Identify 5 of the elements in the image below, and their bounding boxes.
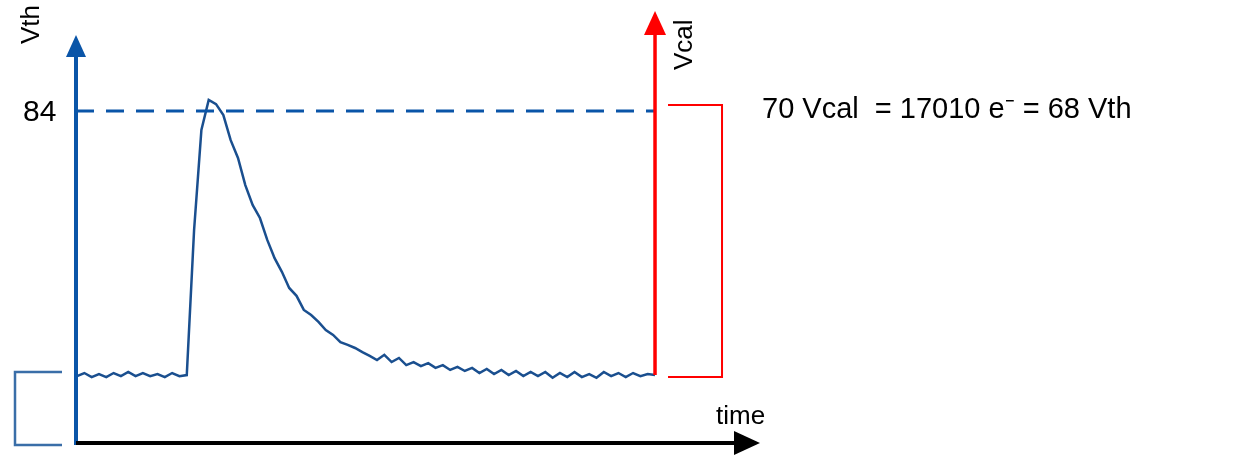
text: 84 — [23, 94, 57, 127]
x-axis-title: time — [716, 400, 766, 430]
y-axis-title: Vth — [15, 4, 45, 44]
y2-axis-title: Vcal — [668, 19, 699, 71]
text: 70 Vcal = 17010 e⁻ = 68 Vth — [762, 92, 1132, 124]
